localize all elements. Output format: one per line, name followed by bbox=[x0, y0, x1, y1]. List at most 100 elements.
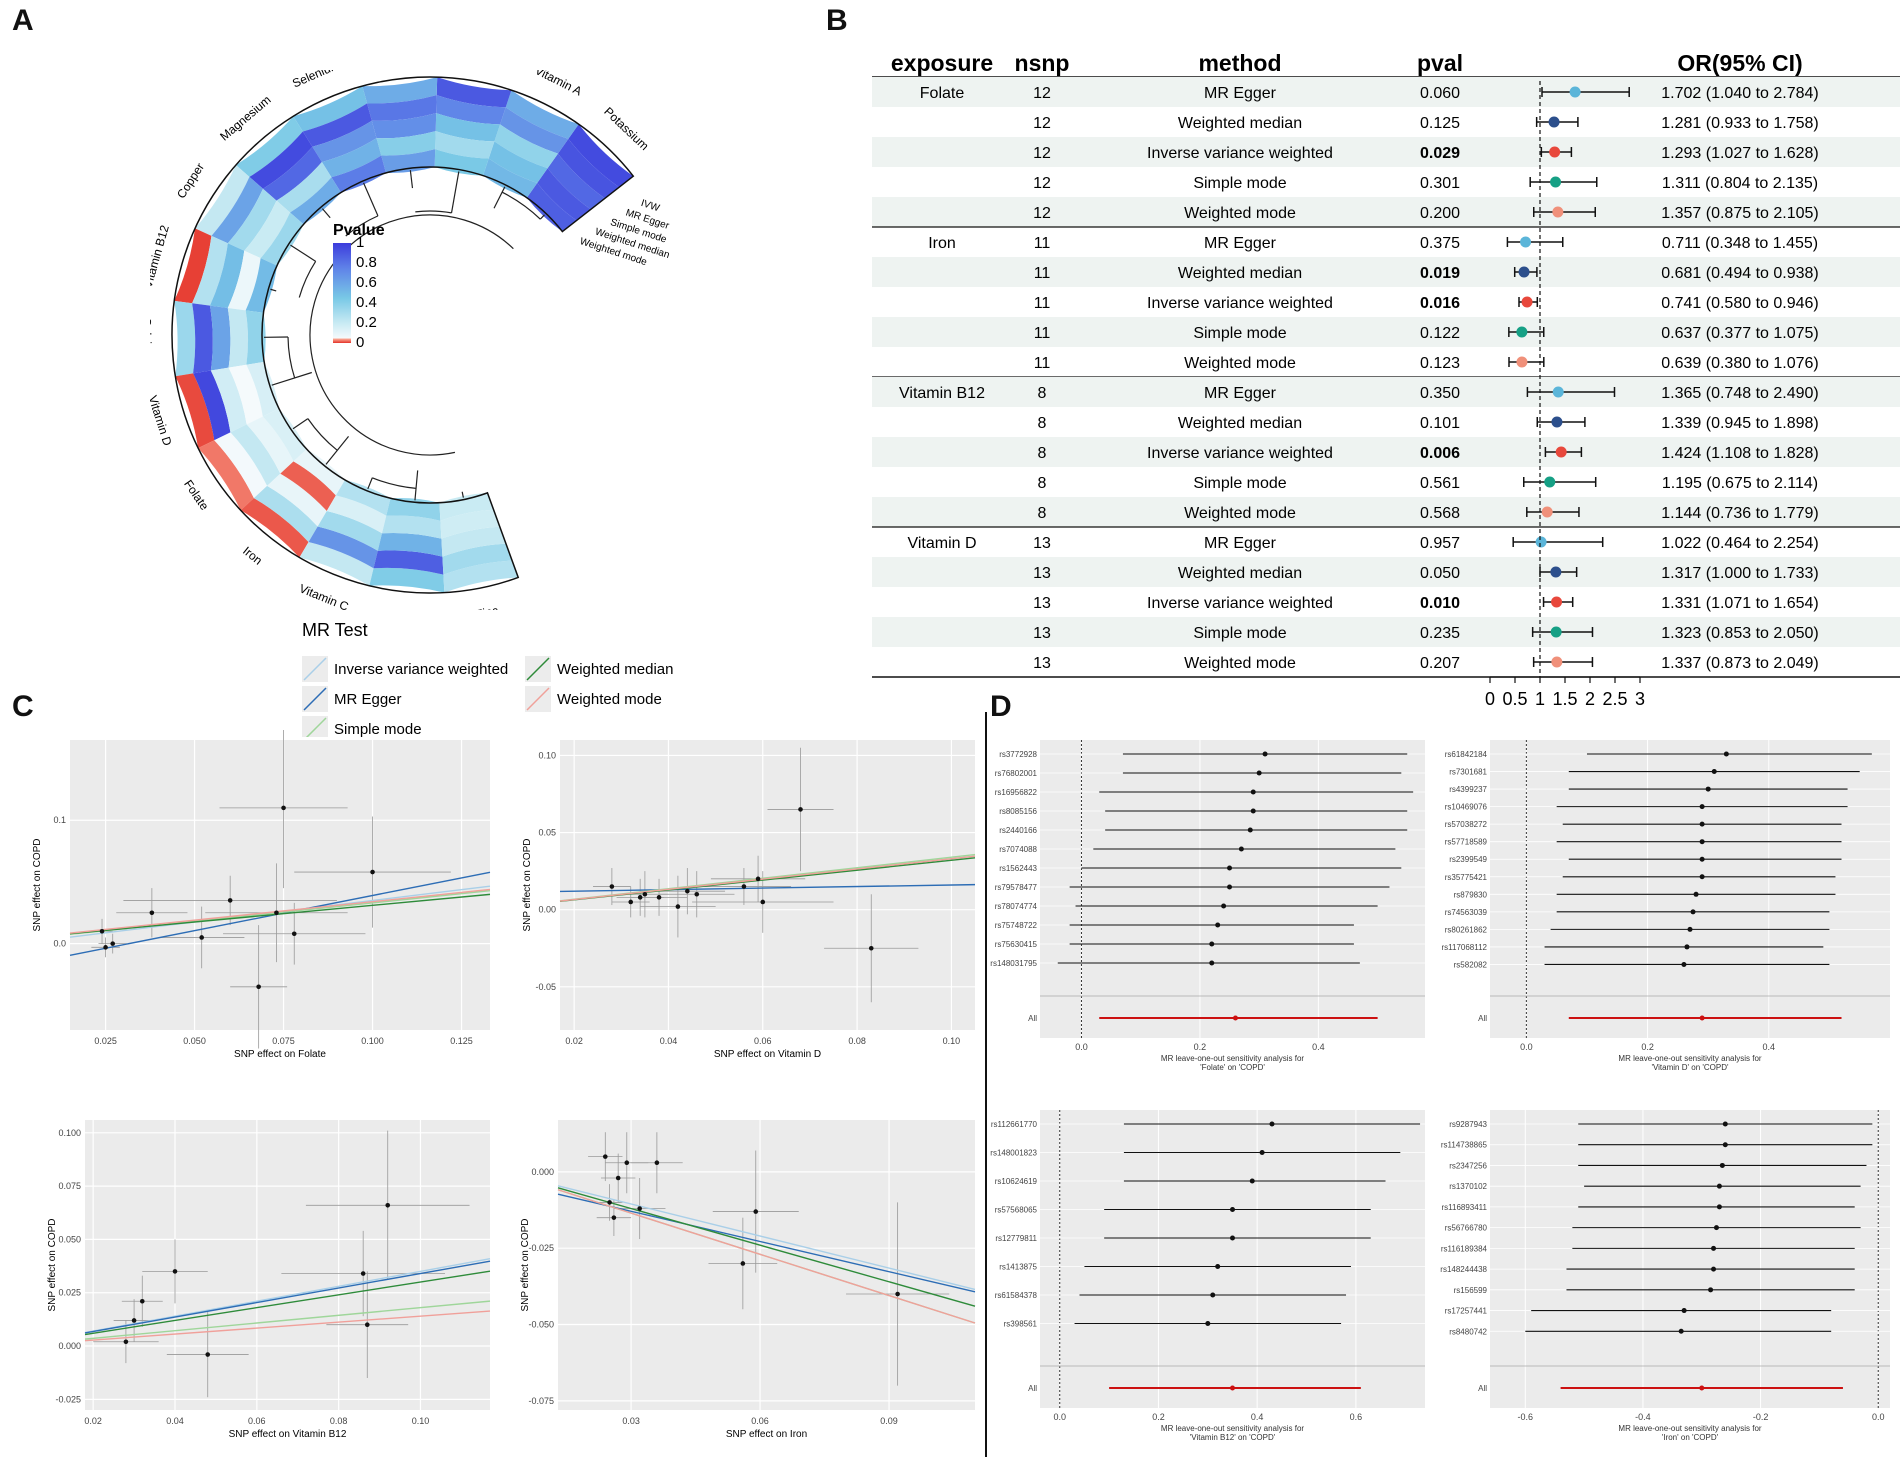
dendrogram-leaf bbox=[450, 171, 460, 213]
all-label: All bbox=[1478, 1384, 1487, 1393]
method-cell: MR Egger bbox=[1204, 385, 1277, 402]
y-tick-label: 0.000 bbox=[531, 1167, 554, 1177]
or-point bbox=[1551, 656, 1563, 668]
x-tick-label: 0.100 bbox=[361, 1036, 384, 1046]
snp-estimate bbox=[1230, 1235, 1235, 1241]
x-tick-label: 0.06 bbox=[248, 1416, 266, 1426]
snp-estimate bbox=[1723, 751, 1729, 757]
y-tick-label: 0.05 bbox=[538, 828, 556, 838]
dendrogram-branch bbox=[501, 191, 541, 220]
heat-cell bbox=[227, 250, 261, 311]
snp-label: rs8085156 bbox=[999, 807, 1037, 816]
pval-cell: 0.957 bbox=[1420, 535, 1460, 552]
nsnp-cell: 8 bbox=[1038, 445, 1047, 462]
heat-cell bbox=[367, 95, 437, 121]
or-point bbox=[1544, 476, 1556, 488]
snp-label: rs78074774 bbox=[995, 902, 1038, 911]
snp-label: rs57568065 bbox=[995, 1206, 1038, 1215]
y-tick-label: 0.100 bbox=[58, 1128, 81, 1138]
or-ci-cell: 1.311 (0.804 to 2.135) bbox=[1662, 175, 1818, 192]
nsnp-cell: 8 bbox=[1038, 415, 1047, 432]
column-header: nsnp bbox=[1015, 50, 1070, 76]
snp-point bbox=[123, 1339, 129, 1345]
nsnp-cell: 8 bbox=[1038, 385, 1047, 402]
method-cell: Inverse variance weighted bbox=[1147, 595, 1333, 612]
dendrogram-branch bbox=[307, 418, 338, 451]
heat-cell bbox=[293, 86, 368, 132]
pval-cell: 0.006 bbox=[1420, 445, 1460, 462]
plot-title: MR leave-one-out sensitivity analysis fo… bbox=[1618, 1054, 1762, 1063]
y-axis-label: SNP effect on COPD bbox=[520, 1218, 531, 1311]
snp-label: rs148244438 bbox=[1440, 1265, 1487, 1274]
heat-cell bbox=[290, 177, 341, 225]
row-stripe bbox=[872, 317, 1900, 347]
heat-cell bbox=[441, 526, 506, 557]
plot-background bbox=[560, 740, 975, 1030]
nsnp-cell: 12 bbox=[1033, 175, 1051, 192]
heat-cell bbox=[557, 138, 620, 199]
pval-cell: 0.010 bbox=[1420, 595, 1460, 612]
category-label: Iron bbox=[240, 544, 265, 568]
x-tick-label: 0.06 bbox=[754, 1036, 772, 1046]
y-tick-label: 0.025 bbox=[58, 1288, 81, 1298]
or-point bbox=[1518, 266, 1530, 278]
regression-line bbox=[559, 855, 976, 902]
regression-line bbox=[84, 1270, 491, 1336]
or-point bbox=[1520, 236, 1532, 248]
snp-estimate bbox=[1215, 922, 1221, 928]
heat-cell bbox=[335, 479, 391, 516]
snp-label: rs1370102 bbox=[1449, 1182, 1487, 1191]
plot-background bbox=[1490, 740, 1890, 1038]
snp-label: rs61584378 bbox=[995, 1291, 1038, 1300]
snp-point bbox=[281, 805, 286, 811]
regression-line bbox=[84, 1258, 491, 1334]
nsnp-cell: 13 bbox=[1033, 625, 1051, 642]
row-stripe bbox=[872, 77, 1900, 107]
row-stripe bbox=[872, 137, 1900, 167]
snp-label: rs7301681 bbox=[1449, 768, 1487, 777]
x-tick-label: 0.03 bbox=[622, 1416, 640, 1426]
regression-line bbox=[69, 888, 491, 934]
snp-point bbox=[868, 945, 874, 951]
y-axis-label: SNP effect on COPD bbox=[32, 838, 43, 931]
row-stripe bbox=[872, 617, 1900, 647]
nsnp-cell: 13 bbox=[1033, 595, 1051, 612]
snp-label: rs3772928 bbox=[999, 750, 1037, 759]
y-tick-label: 0.000 bbox=[58, 1341, 81, 1351]
or-point bbox=[1550, 626, 1562, 638]
method-cell: MR Egger bbox=[1204, 535, 1277, 552]
nsnp-cell: 12 bbox=[1033, 85, 1051, 102]
legend-tick: 0 bbox=[356, 334, 364, 351]
all-estimate bbox=[1699, 1015, 1705, 1021]
y-tick-label: 0.050 bbox=[58, 1234, 81, 1244]
y-tick-label: 0.00 bbox=[538, 905, 556, 915]
snp-estimate bbox=[1205, 1321, 1211, 1326]
snp-point bbox=[685, 888, 690, 894]
legend-item-label: Weighted median bbox=[557, 661, 673, 678]
plot-title: MR leave-one-out sensitivity analysis fo… bbox=[1161, 1424, 1305, 1433]
snp-estimate bbox=[1209, 941, 1215, 947]
legend-tick: 0.6 bbox=[356, 274, 377, 291]
snp-estimate bbox=[1227, 884, 1233, 890]
x-tick-label: 0.10 bbox=[943, 1036, 961, 1046]
snp-estimate bbox=[1711, 769, 1717, 775]
heat-cell bbox=[244, 200, 291, 259]
or-point bbox=[1555, 446, 1567, 458]
dendrogram-leaf bbox=[493, 186, 506, 209]
legend-key bbox=[302, 716, 328, 737]
heat-cell bbox=[488, 141, 548, 184]
heat-cell bbox=[245, 310, 266, 365]
x-tick-label: 0.025 bbox=[94, 1036, 117, 1046]
snp-estimate bbox=[1262, 751, 1268, 757]
x-tick-label: 0.06 bbox=[751, 1416, 769, 1426]
heat-cell bbox=[434, 149, 489, 176]
snp-estimate bbox=[1713, 1225, 1719, 1231]
snp-estimate bbox=[1699, 821, 1705, 827]
axis-tick-label: 2 bbox=[1585, 689, 1595, 709]
snp-estimate bbox=[1247, 827, 1253, 833]
or-ci-cell: 0.711 (0.348 to 1.455) bbox=[1662, 235, 1818, 252]
legend-key-line bbox=[303, 657, 327, 681]
heat-cell bbox=[439, 492, 494, 521]
heat-cell bbox=[443, 560, 519, 593]
snp-point bbox=[624, 1160, 630, 1166]
